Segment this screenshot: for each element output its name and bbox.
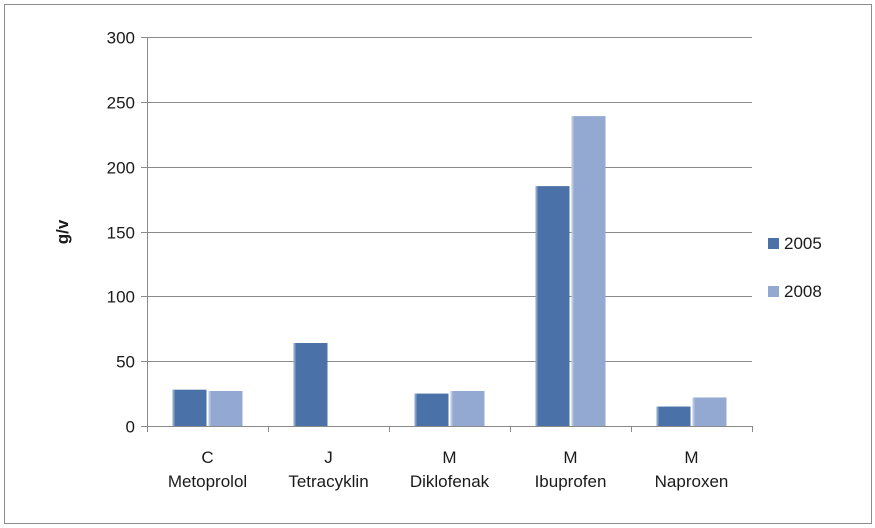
bar-highlight <box>656 406 659 426</box>
y-tick-label: 150 <box>107 224 135 243</box>
bar-highlight <box>414 393 417 426</box>
y-tick-label: 200 <box>107 159 135 178</box>
y-tick-labels: 0 50 100 150 200 250 300 <box>107 29 135 437</box>
bar-highlight <box>571 116 574 426</box>
x-tick-label-line: Ibuprofen <box>535 472 607 491</box>
y-tick-label: 0 <box>126 418 135 437</box>
legend-label-2005: 2005 <box>784 234 822 253</box>
bar-2005-1 <box>172 389 207 426</box>
y-tick-label: 250 <box>107 94 135 113</box>
legend: 2005 2008 <box>768 234 822 301</box>
x-tick-label-line: M <box>684 448 698 467</box>
bars <box>172 116 727 426</box>
gridlines <box>147 37 752 362</box>
x-tick-label-line: Diklofenak <box>410 472 490 491</box>
x-tick-label: M Naproxen <box>655 448 729 491</box>
x-tick-label-line: M <box>442 448 456 467</box>
bar-highlight <box>208 390 211 426</box>
y-tick-label: 300 <box>107 29 135 48</box>
bar-2008-5 <box>692 397 727 426</box>
x-tick-label-line: Metoprolol <box>168 472 247 491</box>
bar-highlight <box>293 343 296 426</box>
x-tick-label: M Ibuprofen <box>535 448 607 491</box>
legend-swatch-2008 <box>768 286 779 297</box>
y-axis-label: g/v <box>53 219 72 244</box>
bar-highlight <box>450 390 453 426</box>
bar-2005-5 <box>656 406 691 426</box>
bar-2005-3 <box>414 393 449 426</box>
bar-2005-4 <box>535 186 570 426</box>
y-tick-label: 50 <box>116 353 135 372</box>
bar-2005-2 <box>293 343 328 426</box>
x-tick-label-line: M <box>563 448 577 467</box>
bar-highlight <box>535 186 538 426</box>
bar-highlight <box>172 389 175 426</box>
x-tick-labels: C Metoprolol J Tetracyklin M Diklofenak M Ibupr… <box>168 448 729 491</box>
bar-2008-1 <box>208 390 243 426</box>
bar-2008-3 <box>450 390 485 426</box>
x-tick-label: J Tetracyklin <box>288 448 368 491</box>
bar-highlight <box>692 397 695 426</box>
y-tick-label: 100 <box>107 288 135 307</box>
axes <box>141 37 753 432</box>
legend-swatch-2005 <box>768 238 779 249</box>
x-tick-label-line: Naproxen <box>655 472 729 491</box>
x-tick-label: C Metoprolol <box>168 448 247 491</box>
x-tick-label-line: J <box>324 448 333 467</box>
x-tick-label-line: C <box>201 448 213 467</box>
legend-label-2008: 2008 <box>784 282 822 301</box>
x-tick-label: M Diklofenak <box>410 448 490 491</box>
bar-2008-4 <box>571 116 606 426</box>
x-tick-label-line: Tetracyklin <box>288 472 368 491</box>
chart-frame <box>4 4 872 524</box>
